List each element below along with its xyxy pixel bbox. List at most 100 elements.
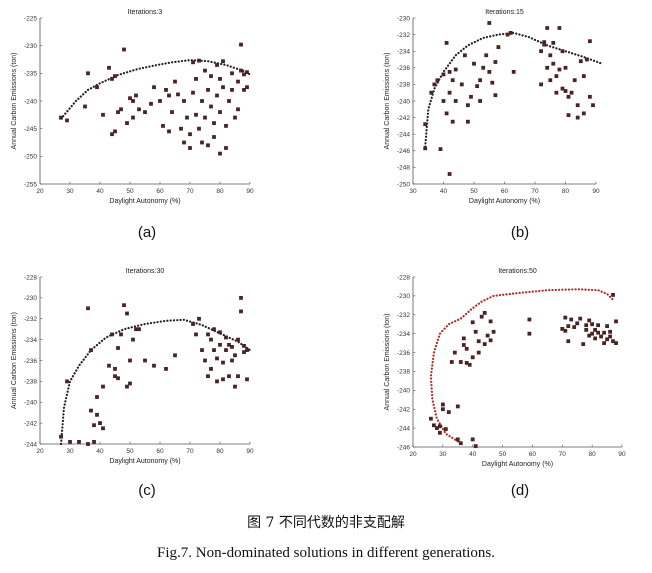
- y-tick-label: -250: [24, 154, 37, 161]
- data-point: [215, 379, 219, 384]
- data-point: [491, 329, 496, 334]
- data-point: [511, 70, 516, 74]
- data-point: [131, 99, 135, 103]
- data-point: [581, 74, 586, 78]
- data-point: [86, 306, 90, 311]
- data-point: [444, 111, 449, 116]
- data-point: [447, 90, 452, 95]
- data-point: [188, 132, 192, 137]
- data-point: [194, 77, 198, 81]
- x-tick-label: 70: [559, 451, 567, 458]
- data-point: [488, 338, 493, 343]
- data-point: [107, 363, 111, 368]
- chart-panel-4: 20 30 40 50 60 70 80 90 -228 -230 -232 -234 -236 -238…: [384, 268, 626, 499]
- data-point: [137, 107, 141, 112]
- data-point: [608, 329, 612, 334]
- data-point: [86, 71, 90, 76]
- data-point: [560, 49, 565, 54]
- data-point: [113, 129, 117, 134]
- y-tick-label: -230: [397, 293, 410, 300]
- data-point: [83, 104, 87, 109]
- data-point: [605, 324, 609, 328]
- data-point: [539, 82, 543, 87]
- data-point: [245, 377, 249, 382]
- data-point: [566, 339, 571, 344]
- data-point: [197, 316, 201, 321]
- data-point: [164, 367, 168, 371]
- data-point: [230, 88, 234, 92]
- data-point: [161, 124, 165, 128]
- data-point: [242, 72, 246, 77]
- data-point: [224, 124, 228, 128]
- data-point: [212, 348, 216, 352]
- data-point: [479, 314, 484, 319]
- data-point: [224, 335, 228, 340]
- data-point: [581, 111, 586, 116]
- y-tick-label: -234: [24, 337, 37, 344]
- data-point: [554, 74, 559, 78]
- data-point: [435, 78, 440, 83]
- data-point: [221, 59, 225, 64]
- y-tick-label: -234: [397, 49, 410, 56]
- data-point: [464, 346, 469, 351]
- data-point: [493, 93, 498, 98]
- data-point: [245, 348, 249, 352]
- data-point: [593, 336, 597, 341]
- data-point: [89, 408, 93, 413]
- data-point: [435, 426, 439, 430]
- x-tick-label: 50: [126, 448, 134, 455]
- data-point: [101, 384, 105, 389]
- data-point: [551, 41, 556, 45]
- data-point: [68, 440, 72, 444]
- data-point: [206, 143, 210, 148]
- data-point: [493, 60, 498, 64]
- data-point: [432, 82, 437, 87]
- panel-label: (b): [511, 224, 529, 241]
- data-point: [560, 327, 565, 331]
- data-point: [116, 346, 120, 350]
- data-point: [122, 303, 126, 308]
- data-point: [476, 339, 481, 344]
- data-point: [209, 74, 213, 78]
- data-point: [438, 424, 442, 429]
- data-point: [227, 342, 231, 347]
- x-tick-label: 90: [246, 188, 254, 195]
- data-point: [110, 332, 114, 337]
- data-point: [59, 434, 63, 439]
- data-point: [441, 402, 445, 407]
- data-point: [95, 85, 99, 90]
- data-point: [588, 39, 592, 44]
- y-tick-label: -230: [397, 15, 410, 22]
- data-point: [65, 379, 69, 384]
- data-point: [487, 21, 492, 25]
- data-point: [572, 325, 577, 329]
- data-point: [438, 147, 443, 151]
- data-point: [423, 146, 428, 151]
- data-point: [209, 367, 213, 371]
- data-point: [443, 427, 448, 431]
- data-point: [566, 113, 571, 117]
- data-point: [113, 367, 117, 371]
- data-point: [167, 93, 171, 98]
- data-point: [611, 293, 615, 297]
- data-point: [542, 42, 547, 47]
- pareto-front-curve: [59, 318, 252, 446]
- data-point: [230, 71, 234, 76]
- data-point: [444, 41, 449, 45]
- data-point: [176, 92, 180, 97]
- data-point: [245, 70, 249, 75]
- data-point: [548, 53, 553, 58]
- data-point: [469, 94, 473, 99]
- x-tick-label: 40: [469, 451, 477, 458]
- data-point: [95, 412, 99, 417]
- data-point: [461, 336, 466, 341]
- data-point: [453, 99, 458, 103]
- data-point: [185, 115, 189, 120]
- y-tick-label: -228: [24, 274, 37, 281]
- data-point: [95, 395, 99, 399]
- y-tick-label: -246: [397, 148, 410, 155]
- caption-chinese: 图 7 不同代数的非支配解: [247, 515, 405, 531]
- x-tick-label: 50: [126, 188, 134, 195]
- x-tick-label: 20: [409, 451, 417, 458]
- y-tick-label: -230: [24, 43, 37, 50]
